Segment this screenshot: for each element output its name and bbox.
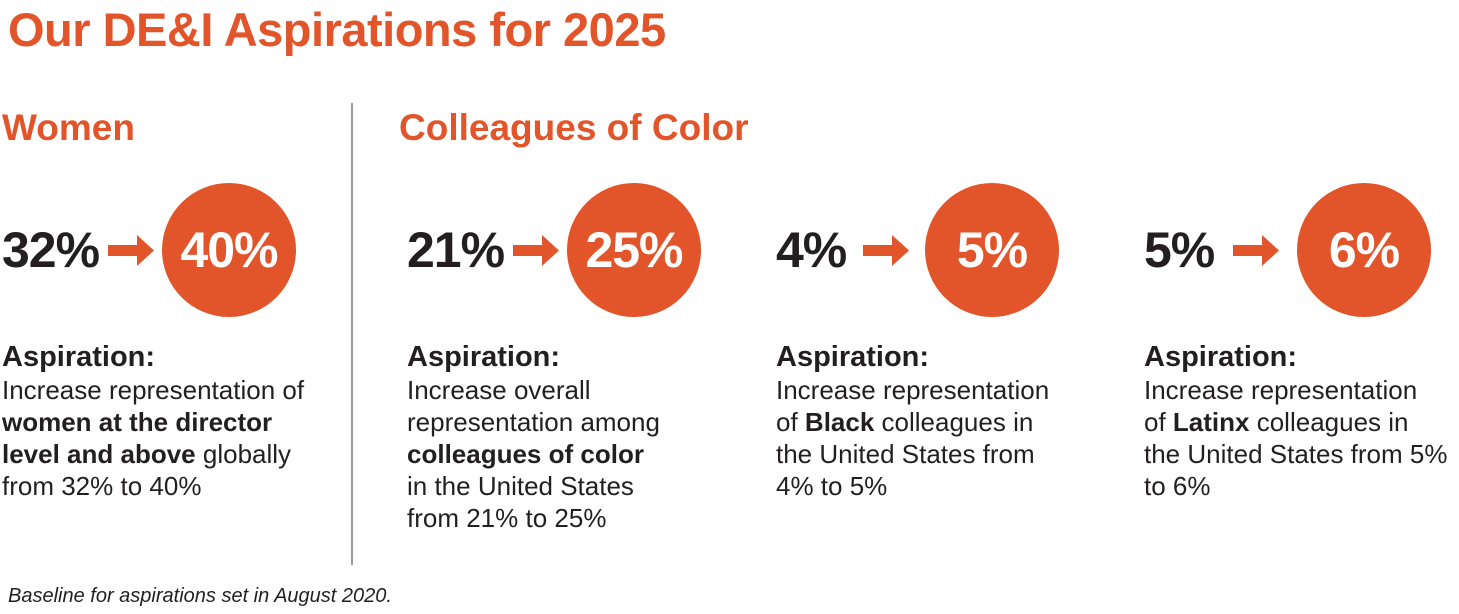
arrow-right-icon (107, 234, 154, 266)
arrow-right-icon (512, 234, 559, 266)
aspiration-label: Aspiration: (2, 341, 156, 373)
aspiration-block-latinx: Aspiration: Increase representation of La… (1144, 340, 1447, 502)
baseline-value: 5% (1144, 222, 1215, 278)
aspiration-description: Increase overall representation among coll… (407, 375, 660, 533)
target-circle: 6% (1296, 183, 1431, 317)
baseline-value: 32% (2, 222, 100, 278)
aspiration-block-black: Aspiration: Increase representation of Bl… (776, 340, 1049, 502)
aspiration-description: Increase representation of Black colleagu… (776, 375, 1050, 501)
aspiration-description: Increase representation of Latinx colleag… (1144, 375, 1448, 501)
target-value: 25% (585, 222, 683, 278)
aspiration-label: Aspiration: (776, 341, 930, 373)
stat-column-women: 32% 40% Aspiration: Increase representat… (2, 108, 352, 578)
section-heading-colleagues-of-color: Colleagues of Color (399, 107, 749, 148)
aspiration-block-colleagues-of-color: Aspiration: Increase overall representati… (407, 340, 660, 534)
stat-column-latinx: 5% 6% Aspiration: Increase representatio… (1144, 108, 1459, 578)
target-value: 40% (180, 222, 278, 278)
aspiration-label: Aspiration: (1144, 341, 1298, 373)
target-value: 6% (1328, 222, 1400, 278)
stat-column-black: 4% 5% Aspiration: Increase representatio… (776, 108, 1116, 578)
arrow-right-icon (1232, 234, 1279, 266)
target-circle: 40% (161, 183, 296, 317)
arrow-right-icon (862, 234, 909, 266)
section-women: Women 32% 40% Aspiration: Increase repre… (2, 108, 352, 578)
target-circle: 5% (924, 183, 1059, 317)
section-divider (351, 103, 353, 565)
baseline-value: 4% (776, 222, 847, 278)
target-value: 5% (956, 222, 1028, 278)
baseline-value: 21% (407, 222, 505, 278)
target-circle: 25% (566, 183, 701, 317)
page-title: Our DE&I Aspirations for 2025 (8, 3, 666, 56)
stat-row-colleagues-of-color: 21% 25% (407, 183, 701, 317)
stat-row-women: 32% 40% (2, 183, 296, 317)
section-heading-women: Women (2, 107, 135, 148)
stat-row-black: 4% 5% (776, 183, 1059, 317)
section-colleagues-of-color: Colleagues of Color 21% 25% Aspiration: … (399, 108, 1459, 578)
stat-row-latinx: 5% 6% (1144, 183, 1431, 317)
stat-column-colleagues-of-color: 21% 25% Aspiration: Increase overall repr… (407, 108, 752, 578)
aspiration-label: Aspiration: (407, 341, 561, 373)
footnote: Baseline for aspirations set in August 2… (8, 585, 392, 607)
aspiration-description: Increase representation of women at the d… (2, 375, 305, 501)
aspiration-block-women: Aspiration: Increase representation of wo… (2, 340, 304, 502)
